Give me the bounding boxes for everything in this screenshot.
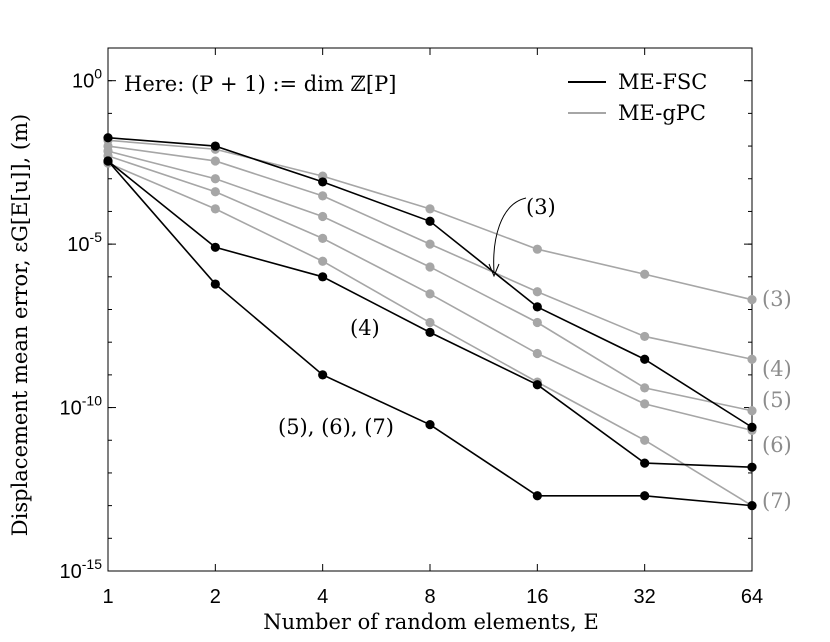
data-point <box>318 272 328 282</box>
data-point <box>640 435 650 445</box>
data-point <box>318 191 328 201</box>
annotation-fsc-4: (4) <box>350 316 380 340</box>
y-axis-label: Displacement mean error, εG[E[u]], (m) <box>8 114 32 536</box>
data-point <box>747 354 757 364</box>
data-point <box>747 501 757 511</box>
data-point <box>747 422 757 432</box>
series-me-fsc-3 <box>103 133 757 432</box>
data-point <box>532 348 542 359</box>
x-tick-label: 32 <box>634 586 656 608</box>
series-me-gpc-5 <box>103 146 757 416</box>
right-label-6: (6) <box>762 433 792 457</box>
data-point <box>640 269 650 279</box>
data-point <box>103 156 113 166</box>
data-point <box>640 354 650 364</box>
right-label-5: (5) <box>762 388 792 412</box>
data-point <box>640 331 650 342</box>
data-point <box>318 177 328 187</box>
annotation-fsc-567: (5), (6), (7) <box>278 415 394 439</box>
data-point <box>318 370 328 380</box>
annotation-fsc-3: (3) <box>526 195 556 219</box>
data-point <box>425 289 435 299</box>
data-point <box>318 256 328 266</box>
axis-ticks: 1 2 4 8 16 32 64 100 10-5 10-10 10-15 <box>60 47 763 608</box>
data-point <box>103 133 113 143</box>
data-point <box>532 317 542 328</box>
data-point <box>747 406 757 416</box>
data-point <box>425 317 435 328</box>
data-point <box>747 295 757 305</box>
x-tick-label: 16 <box>526 586 548 608</box>
data-point <box>425 239 435 249</box>
data-point <box>210 242 220 252</box>
data-point <box>425 262 435 272</box>
y-tick-label: 10-15 <box>60 556 103 583</box>
x-axis-label: Number of random elements, E <box>263 610 599 634</box>
data-point <box>210 204 220 214</box>
y-tick-label: 10-10 <box>60 393 103 420</box>
data-point <box>640 399 650 409</box>
legend-label-gpc: ME-gPC <box>618 101 706 125</box>
data-point <box>318 211 328 222</box>
annotation-arrow <box>493 197 527 273</box>
data-point <box>318 233 328 243</box>
x-tick-label: 1 <box>102 586 113 608</box>
data-point <box>210 279 220 289</box>
series-layer <box>103 133 757 511</box>
y-tick-label: 100 <box>72 66 102 93</box>
data-point <box>210 174 220 184</box>
data-point <box>532 287 542 297</box>
legend-label-fsc: ME-FSC <box>618 70 707 94</box>
data-point <box>210 141 220 151</box>
data-point <box>210 156 220 166</box>
data-point <box>532 302 542 312</box>
data-point <box>210 187 220 197</box>
data-point <box>425 216 435 226</box>
data-point <box>747 462 757 472</box>
data-point <box>425 420 435 430</box>
series-me-fsc-5-6-7 <box>103 156 757 511</box>
legend: ME-FSC ME-gPC <box>568 70 707 125</box>
data-point <box>425 204 435 214</box>
data-point <box>640 383 650 393</box>
data-point <box>425 327 435 337</box>
header-annotation: Here: (P + 1) := dim ℤ[P] <box>124 72 396 96</box>
x-tick-label: 64 <box>741 586 763 608</box>
annotation-arrowhead <box>488 263 500 278</box>
plot-area <box>107 47 753 572</box>
x-tick-label: 2 <box>210 586 221 608</box>
data-point <box>532 380 542 390</box>
data-point <box>640 458 650 468</box>
x-tick-label: 4 <box>317 586 328 608</box>
y-tick-label: 10-5 <box>67 229 102 256</box>
right-label-7: (7) <box>762 489 792 513</box>
data-point <box>640 491 650 501</box>
series-me-gpc-4 <box>103 141 757 364</box>
data-point <box>532 491 542 501</box>
data-point <box>532 244 542 254</box>
x-tick-label: 8 <box>424 586 435 608</box>
right-label-4: (4) <box>762 357 792 381</box>
right-label-3: (3) <box>762 287 792 311</box>
